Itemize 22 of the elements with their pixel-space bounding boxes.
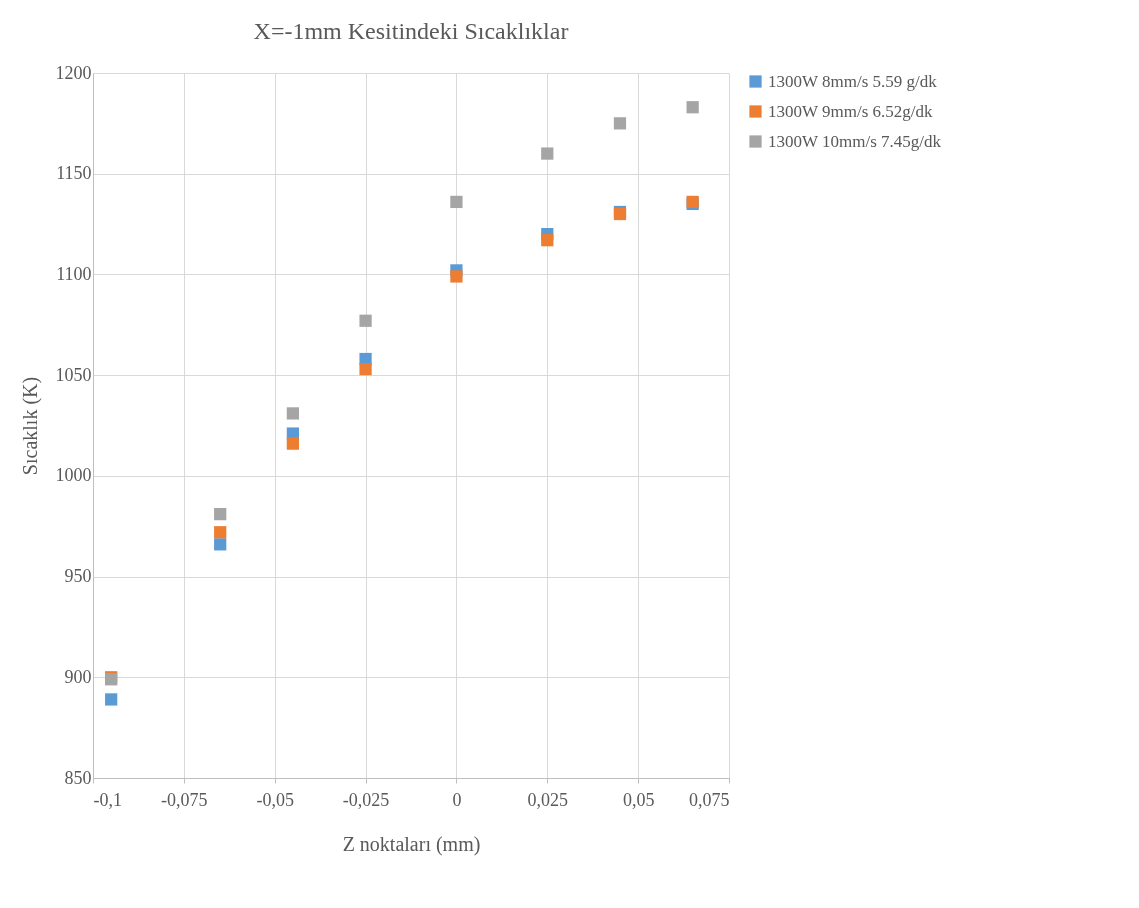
x-tick-label: -0,05 bbox=[256, 789, 294, 810]
x-tick-label: -0,1 bbox=[93, 789, 122, 810]
legend-label: 1300W 8mm/s 5.59 g/dk bbox=[768, 71, 938, 91]
legend-label: 1300W 10mm/s 7.45g/dk bbox=[768, 131, 942, 151]
y-axis-title: Sıcaklık (K) bbox=[18, 376, 42, 476]
y-tick-label: 1050 bbox=[55, 364, 92, 385]
x-tick-label: 0,075 bbox=[689, 789, 730, 810]
chart-title: X=-1mm Kesitindeki Sıcaklıklar bbox=[253, 18, 569, 44]
y-tick-label: 1200 bbox=[55, 62, 92, 83]
x-axis-title: Z noktaları (mm) bbox=[342, 832, 481, 856]
y-tick-label: 1100 bbox=[56, 263, 92, 284]
x-tick-label: 0,025 bbox=[527, 789, 569, 810]
x-tick-label: -0,025 bbox=[342, 789, 390, 810]
y-tick-label: 950 bbox=[64, 566, 92, 587]
y-tick-label: 900 bbox=[64, 666, 92, 687]
x-tick-label: 0 bbox=[452, 789, 462, 810]
x-tick-label: -0,075 bbox=[161, 789, 208, 810]
x-tick-label: 0,05 bbox=[622, 789, 655, 810]
y-tick-label: 850 bbox=[64, 767, 92, 788]
legend-label: 1300W 9mm/s 6.52g/dk bbox=[768, 101, 933, 121]
y-tick-label: 1000 bbox=[55, 465, 92, 486]
y-tick-label: 1150 bbox=[56, 163, 92, 184]
